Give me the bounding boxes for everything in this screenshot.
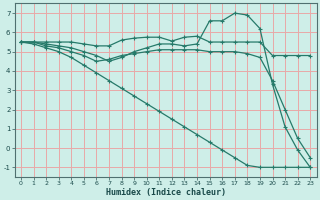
X-axis label: Humidex (Indice chaleur): Humidex (Indice chaleur) [106, 188, 226, 197]
